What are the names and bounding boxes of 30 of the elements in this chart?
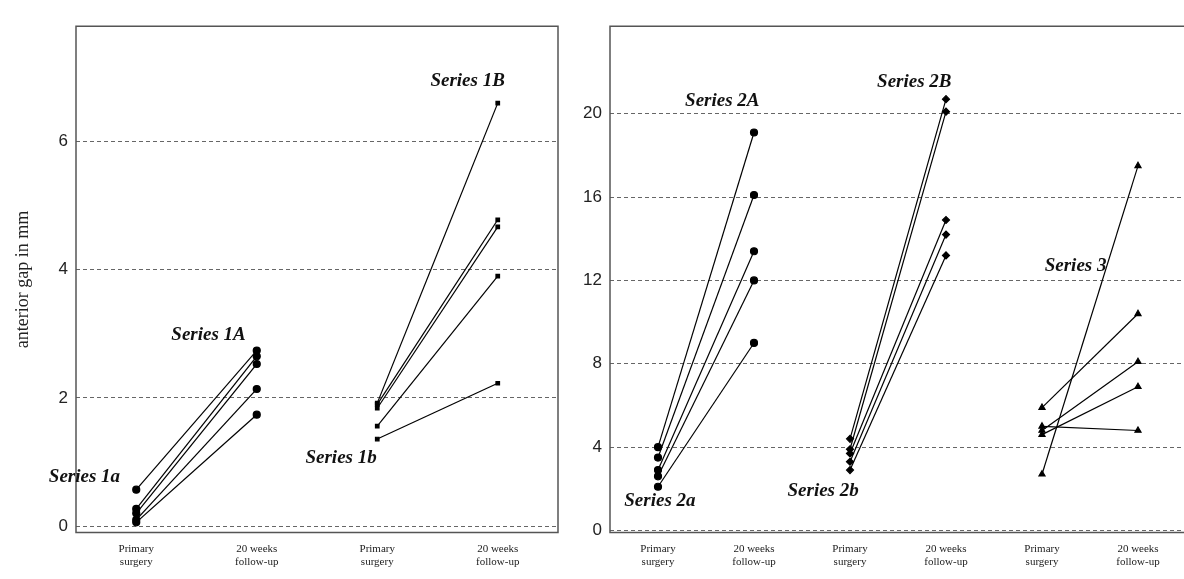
y-tick-label: 4 [58, 259, 68, 279]
annotation: Series 1b [305, 445, 377, 467]
x-tick-label: 20 weeks follow-up [732, 542, 777, 568]
x-tick-label: Primary surgery [359, 542, 396, 568]
annotation: Series 1B [430, 68, 505, 90]
annotation: Series 2a [624, 489, 697, 511]
y-axis-title: anterior gap in mm [11, 210, 32, 349]
annotation: Series 3 [1044, 253, 1107, 275]
annotation: Series 2b [787, 478, 859, 500]
x-tick-label: 20 weeks follow-up [476, 542, 520, 568]
x-tick-label: Primary surgery [118, 542, 155, 568]
y-tick-label: 20 [583, 103, 602, 123]
x-tick-label: 20 weeks follow-up [924, 542, 969, 568]
x-tick-label: Primary surgery [640, 542, 677, 568]
annotation: Series 2A [685, 89, 760, 111]
x-tick-label: Primary surgery [832, 542, 869, 568]
y-tick-label: 2 [58, 387, 68, 407]
x-tick-label: Primary surgery [1024, 542, 1061, 568]
y-tick-label: 12 [583, 270, 602, 290]
y-tick-label: 0 [592, 520, 602, 540]
x-tick-label: 20 weeks follow-up [235, 542, 279, 568]
annotation: Series 1a [48, 464, 121, 486]
y-tick-label: 0 [58, 515, 68, 535]
annotation: Series 1A [171, 323, 246, 345]
y-tick-label: 6 [58, 131, 68, 151]
x-tick-label: 20 weeks follow-up [1116, 542, 1161, 568]
y-tick-label: 4 [592, 436, 602, 456]
y-tick-label: 8 [592, 353, 602, 373]
y-tick-label: 16 [583, 186, 602, 206]
annotation: Series 2B [877, 70, 952, 92]
